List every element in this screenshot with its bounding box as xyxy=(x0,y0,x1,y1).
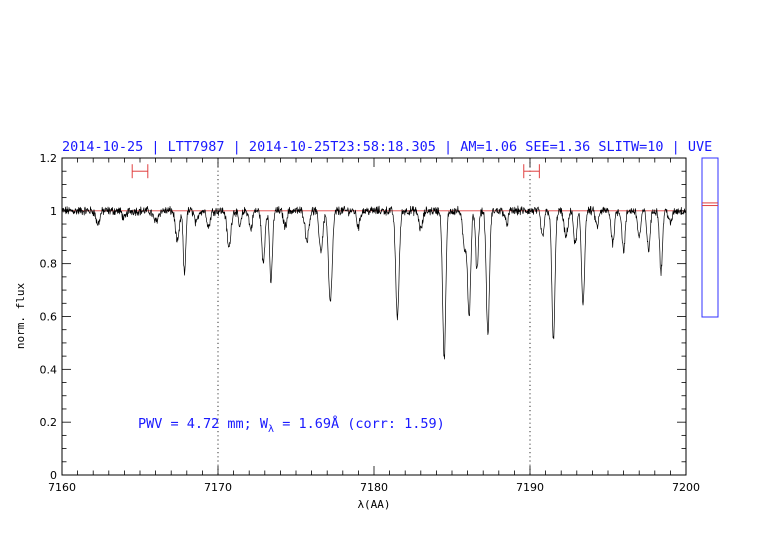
spectrum-layer xyxy=(61,205,687,360)
side-panel xyxy=(701,157,719,318)
chart-title: 2014-10-25 | LTT7987 | 2014-10-25T23:58:… xyxy=(62,139,712,155)
y-tick-label: 0.2 xyxy=(40,416,58,429)
annotation-subscript: λ xyxy=(268,424,274,435)
x-axis-label: λ(AA) xyxy=(357,498,390,511)
annotation-pre: PWV = 4.72 mm; W xyxy=(138,416,269,432)
annotation-post: = 1.69Å (corr: 1.59) xyxy=(274,415,445,432)
y-tick-label: 1.2 xyxy=(40,152,58,165)
y-tick-label: 1 xyxy=(50,205,57,218)
y-tick-labels: 0 0.2 0.4 0.6 0.8 1 1.2 xyxy=(40,152,58,482)
y-axis-label: norm. flux xyxy=(14,283,27,350)
side-panel-box xyxy=(701,157,719,318)
side-panel-markers xyxy=(702,202,718,207)
y-tick-label: 0 xyxy=(50,469,57,482)
continuum-window xyxy=(523,164,540,179)
continuum-window-markers xyxy=(131,164,540,179)
x-tick-label: 7200 xyxy=(672,481,700,494)
pwv-annotation: PWV = 4.72 mm; Wλ = 1.69Å (corr: 1.59) xyxy=(138,415,445,435)
x-tick-label: 7160 xyxy=(48,481,76,494)
x-tick-label: 7170 xyxy=(204,481,232,494)
x-tick-labels: 7160 7170 7180 7190 7200 xyxy=(48,481,700,494)
spectrum-line xyxy=(61,205,687,360)
y-tick-label: 0.6 xyxy=(40,311,58,324)
y-tick-label: 0.4 xyxy=(40,363,58,376)
x-tick-label: 7180 xyxy=(360,481,388,494)
axis-ticks xyxy=(61,157,687,476)
continuum-window xyxy=(131,164,149,179)
x-tick-label: 7190 xyxy=(516,481,544,494)
y-tick-label: 0.8 xyxy=(40,258,58,271)
